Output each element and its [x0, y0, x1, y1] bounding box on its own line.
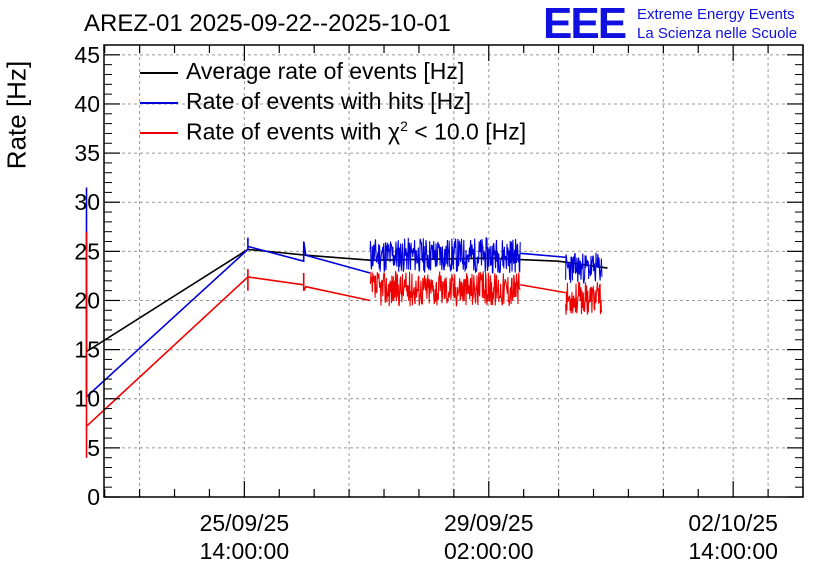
x-tick-label-date: 29/09/25 — [444, 510, 534, 536]
y-tick-label: 20 — [74, 287, 100, 313]
legend-swatch-chi2 — [140, 132, 178, 134]
logo-subtitle-1: Extreme Energy Events — [637, 6, 795, 23]
series-bridge-hits — [520, 252, 566, 259]
y-axis-label: Rate [Hz] — [1, 60, 32, 170]
series-hits — [85, 187, 603, 399]
legend-label-hits: Rate of events with hits [Hz] — [186, 88, 472, 114]
legend-swatch-average — [140, 72, 178, 74]
y-tick-label: 25 — [74, 238, 100, 264]
x-tick-label-date: 02/10/25 — [688, 510, 778, 536]
y-tick-label: 10 — [74, 386, 100, 412]
y-tick-label: 35 — [74, 140, 100, 166]
x-tick-label-time: 14:00:00 — [200, 538, 290, 564]
series-line-chi2 — [85, 231, 371, 458]
y-tick-label: 30 — [74, 189, 100, 215]
eee-logo: EEE — [543, 0, 627, 48]
x-tick-label-date: 25/09/25 — [200, 510, 290, 536]
chart-title: AREZ-01 2025-09-22--2025-10-01 — [84, 10, 451, 37]
x-tick-label-time: 02:00:00 — [444, 538, 534, 564]
y-tick-label: 40 — [74, 91, 100, 117]
legend-label-chi2: Rate of events with χ2 < 10.0 [Hz] — [186, 118, 527, 145]
x-tick-label-time: 14:00:00 — [688, 538, 778, 564]
series-noise-hits — [369, 237, 521, 274]
series-noise-chi2 — [565, 282, 603, 315]
logo-subtitle-2: La Scienza nelle Scuole — [637, 25, 798, 42]
y-tick-label: 0 — [87, 484, 100, 510]
series-noise-chi2 — [369, 270, 521, 307]
y-axis-label-box: Rate [Hz] — [2, 60, 32, 170]
legend-swatch-hits — [140, 102, 178, 104]
y-tick-label: 5 — [87, 435, 100, 461]
series-chi2 — [85, 231, 603, 458]
axes: 05101520253035404525/09/2514:00:0029/09/… — [74, 42, 804, 564]
series-noise-hits — [565, 252, 603, 284]
y-tick-label: 45 — [74, 42, 100, 68]
y-tick-label: 15 — [74, 337, 100, 363]
legend-label-average: Average rate of events [Hz] — [186, 58, 465, 84]
series-bridge-chi2 — [520, 283, 566, 294]
series-layer — [85, 187, 608, 458]
